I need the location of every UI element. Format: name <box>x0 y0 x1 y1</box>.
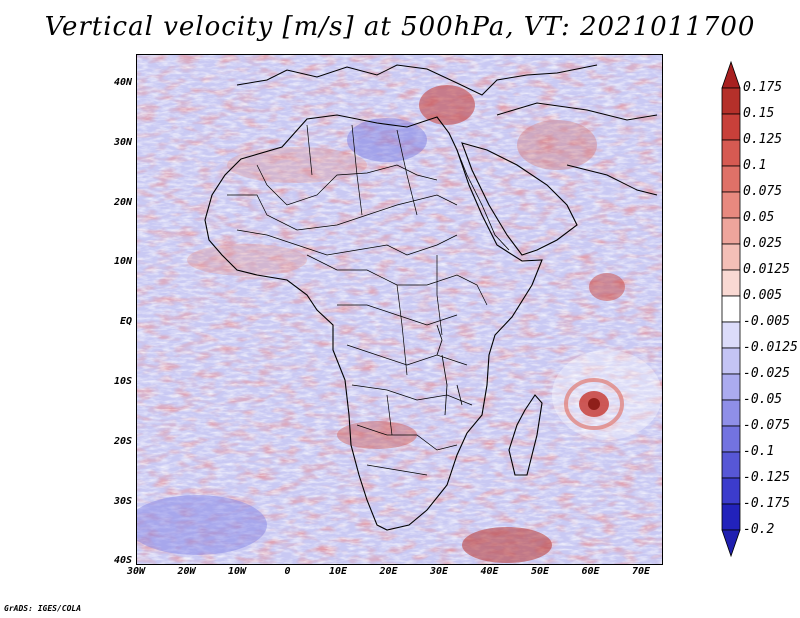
lon-tick-label: 20E <box>379 566 398 577</box>
colorbar-bottom-arrow <box>721 529 741 558</box>
downward-motion-area <box>552 350 662 440</box>
tropical-cyclone <box>564 378 624 430</box>
colorbar-segment <box>721 113 741 141</box>
colorbar-label: -0.175 <box>743 496 790 511</box>
colorbar-label: 0.1 <box>743 158 767 173</box>
colorbar-segment <box>721 321 741 349</box>
colorbar <box>721 60 741 558</box>
lat-tick-label: 40S <box>113 555 132 567</box>
colorbar-label: 0.15 <box>743 106 775 121</box>
colorbar-segment <box>721 503 741 531</box>
lat-tick-label: 30S <box>113 495 132 507</box>
coastline-arabia <box>461 142 578 256</box>
lon-tick-label: 20W <box>177 566 196 577</box>
colorbar-top-arrow <box>721 60 741 89</box>
colorbar-segment <box>721 243 741 271</box>
lon-tick-label: 70E <box>631 566 651 577</box>
colorbar-label: 0.0125 <box>743 262 790 277</box>
colorbar-segment <box>721 373 741 401</box>
upward-motion-area <box>517 120 597 170</box>
colorbar-segment <box>721 399 741 427</box>
lon-tick-label: 40E <box>480 566 499 577</box>
colorbar-label: -0.1 <box>743 444 775 459</box>
lon-tick-label: 60E <box>581 566 600 577</box>
lon-tick-label: 0 <box>284 566 291 577</box>
colorbar-label: 0.025 <box>743 236 783 251</box>
colorbar-label: -0.005 <box>743 314 790 329</box>
lon-tick-label: 10W <box>227 566 247 577</box>
lon-tick-label: 50E <box>530 566 550 577</box>
colorbar-segment <box>721 347 741 375</box>
colorbar-segment <box>721 451 741 479</box>
country-borders <box>227 124 488 476</box>
upward-motion-area <box>419 85 475 125</box>
colorbar-segment <box>721 191 741 219</box>
lat-tick-label: 10N <box>113 256 132 268</box>
colorbar-segment <box>721 139 741 167</box>
colorbar-label: -0.0125 <box>743 340 798 355</box>
downward-motion-area <box>137 495 267 555</box>
colorbar-segment <box>721 87 741 115</box>
colorbar-segment <box>721 425 741 453</box>
upward-motion-area <box>227 147 367 183</box>
lat-tick-label: 40N <box>113 77 132 88</box>
lat-tick-label: 20S <box>113 435 132 447</box>
colorbar-label: -0.075 <box>743 418 790 433</box>
colorbar-label: 0.125 <box>743 132 783 147</box>
lat-tick-label: 30N <box>113 136 132 148</box>
coastline-africa <box>204 114 543 531</box>
coastline-europe <box>236 64 598 96</box>
chart-title: Vertical velocity [m/s] at 500hPa, VT: 2… <box>44 12 756 42</box>
colorbar-label: 0.175 <box>743 80 783 95</box>
colorbar-segment <box>721 269 741 297</box>
great-lakes <box>436 324 463 416</box>
downward-motion-area <box>347 118 427 162</box>
upward-motion-area <box>337 421 417 449</box>
map-canvas <box>137 55 662 564</box>
colorbar-label: -0.2 <box>743 522 775 537</box>
lat-tick-label: 20N <box>113 196 132 208</box>
upward-motion-area <box>187 244 307 276</box>
grads-credit: GrADS: IGES/COLA <box>4 604 82 613</box>
red-sea-coast <box>456 149 510 251</box>
colorbar-label: -0.05 <box>743 392 783 407</box>
lon-tick-label: 30E <box>429 566 449 577</box>
colorbar-segment <box>721 295 741 323</box>
map-plot <box>136 54 663 565</box>
lon-tick-label: 10E <box>328 566 348 577</box>
colorbar-label: 0.075 <box>743 184 783 199</box>
colorbar-label: -0.125 <box>743 470 790 485</box>
colorbar-segment <box>721 165 741 193</box>
colorbar-segment <box>721 477 741 505</box>
coastline-madagascar <box>508 394 543 476</box>
lat-tick-label: 10S <box>113 376 132 387</box>
lat-tick-label: EQ <box>119 316 132 328</box>
colorbar-label: 0.05 <box>743 210 775 225</box>
colorbar-label: 0.005 <box>743 288 783 303</box>
upward-motion-area <box>462 527 552 563</box>
lon-tick-label: 30W <box>126 566 146 577</box>
upward-motion-area <box>589 273 625 301</box>
coastline-persia <box>496 102 658 196</box>
colorbar-segment <box>721 217 741 245</box>
colorbar-label: -0.025 <box>743 366 790 381</box>
